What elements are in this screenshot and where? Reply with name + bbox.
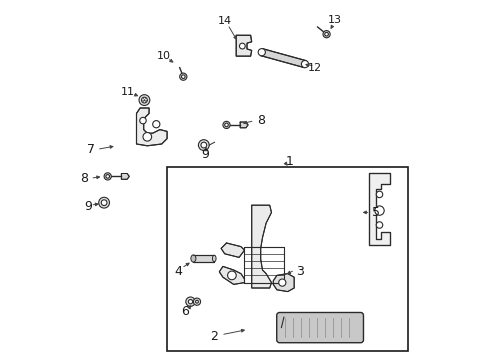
Circle shape bbox=[239, 43, 244, 49]
Circle shape bbox=[201, 142, 206, 148]
Polygon shape bbox=[221, 243, 244, 257]
Circle shape bbox=[375, 222, 382, 228]
Text: 14: 14 bbox=[217, 16, 231, 26]
Circle shape bbox=[227, 271, 236, 280]
Circle shape bbox=[223, 121, 230, 129]
Circle shape bbox=[152, 121, 160, 128]
Circle shape bbox=[224, 123, 228, 127]
Circle shape bbox=[278, 279, 285, 286]
Circle shape bbox=[106, 175, 109, 178]
Text: 6: 6 bbox=[181, 305, 189, 318]
Polygon shape bbox=[236, 35, 251, 56]
Text: 13: 13 bbox=[327, 15, 341, 25]
Text: 1: 1 bbox=[285, 155, 293, 168]
Circle shape bbox=[195, 300, 198, 303]
Circle shape bbox=[324, 32, 328, 36]
Circle shape bbox=[301, 60, 308, 68]
Text: 8: 8 bbox=[80, 172, 88, 185]
Bar bbox=[167, 167, 407, 351]
Polygon shape bbox=[368, 173, 389, 245]
Polygon shape bbox=[273, 274, 294, 292]
Polygon shape bbox=[193, 255, 214, 262]
Polygon shape bbox=[219, 266, 244, 284]
Polygon shape bbox=[251, 205, 271, 288]
Circle shape bbox=[181, 75, 185, 78]
Circle shape bbox=[322, 31, 329, 38]
Text: 7: 7 bbox=[87, 143, 95, 156]
Polygon shape bbox=[136, 108, 167, 146]
Circle shape bbox=[198, 140, 209, 150]
Circle shape bbox=[139, 95, 149, 105]
Polygon shape bbox=[121, 174, 129, 179]
Circle shape bbox=[140, 117, 146, 124]
Text: 9: 9 bbox=[201, 148, 208, 161]
Circle shape bbox=[141, 97, 147, 103]
Circle shape bbox=[188, 300, 192, 304]
FancyBboxPatch shape bbox=[276, 312, 363, 343]
Text: 11: 11 bbox=[120, 87, 134, 97]
Ellipse shape bbox=[190, 255, 196, 262]
Text: 2: 2 bbox=[209, 330, 217, 343]
Circle shape bbox=[375, 191, 382, 198]
Polygon shape bbox=[240, 122, 247, 128]
Ellipse shape bbox=[212, 255, 216, 262]
Text: 4: 4 bbox=[174, 265, 182, 278]
Circle shape bbox=[374, 206, 384, 215]
Text: 10: 10 bbox=[156, 51, 170, 61]
Text: 9: 9 bbox=[84, 201, 92, 213]
Circle shape bbox=[193, 298, 200, 305]
Circle shape bbox=[258, 49, 265, 56]
Polygon shape bbox=[260, 49, 305, 68]
Circle shape bbox=[185, 297, 195, 306]
Text: 12: 12 bbox=[307, 63, 321, 73]
Circle shape bbox=[142, 132, 151, 141]
Circle shape bbox=[99, 197, 109, 208]
Circle shape bbox=[101, 200, 107, 206]
Text: 3: 3 bbox=[296, 265, 304, 278]
Circle shape bbox=[104, 173, 111, 180]
Text: 5: 5 bbox=[371, 206, 379, 219]
Text: 8: 8 bbox=[256, 114, 264, 127]
Circle shape bbox=[179, 73, 186, 80]
